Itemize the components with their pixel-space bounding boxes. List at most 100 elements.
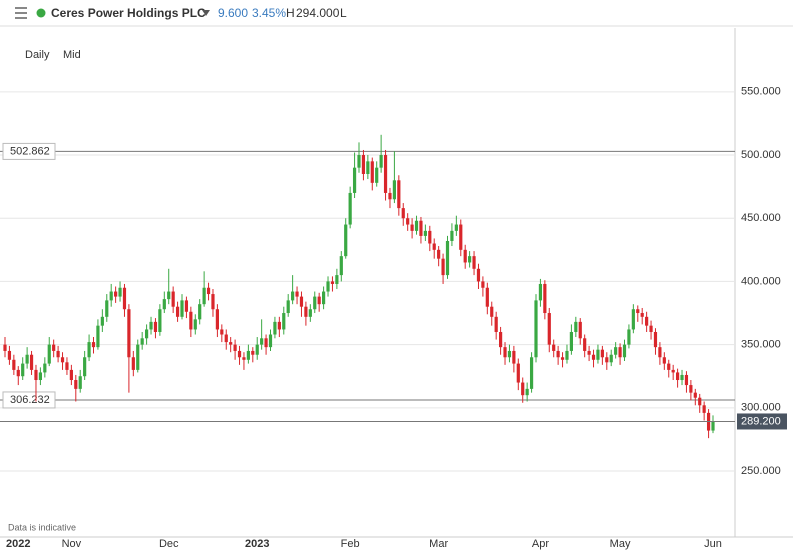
candle-body <box>432 243 436 250</box>
candle-body <box>614 347 618 355</box>
candle-body <box>282 313 286 330</box>
candle-body <box>171 291 175 307</box>
candle-body <box>667 363 671 370</box>
candle-body <box>105 300 109 317</box>
candle-body <box>291 291 295 301</box>
candle-body <box>83 357 87 377</box>
candle-body <box>136 344 140 370</box>
candle-body <box>689 385 693 393</box>
reference-label: 306.232 <box>10 394 50 406</box>
candle-body <box>237 350 242 358</box>
candle-body <box>25 354 29 364</box>
candle-body <box>211 294 215 310</box>
candle-body <box>56 350 60 358</box>
candle-body <box>21 363 25 377</box>
high-label: H <box>286 6 295 20</box>
candle-body <box>286 300 290 314</box>
x-tick-label: 2023 <box>245 538 269 550</box>
status-dot <box>36 8 46 18</box>
candle-body <box>304 306 308 317</box>
candle-body <box>543 283 547 314</box>
candle-body <box>158 309 162 332</box>
candle-body <box>109 291 113 301</box>
candle-body <box>574 321 578 332</box>
x-tick-label: Dec <box>159 538 179 550</box>
candle-body <box>503 347 507 358</box>
candle-body <box>499 331 503 348</box>
y-tick-label: 450.000 <box>741 212 781 224</box>
candle-body <box>268 334 273 348</box>
candle-body <box>7 350 12 360</box>
candle-body <box>383 155 388 193</box>
candle-body <box>578 321 582 339</box>
candle-body <box>255 344 259 355</box>
candle-body <box>534 300 538 358</box>
candle-body <box>481 281 485 288</box>
candle-body <box>649 325 653 332</box>
candle-body <box>361 155 366 174</box>
price-type[interactable]: Mid <box>63 49 81 61</box>
candle-body <box>565 350 569 360</box>
candle-body <box>414 220 419 231</box>
candle-body <box>529 357 534 389</box>
candle-body <box>702 405 706 413</box>
candle-body <box>87 342 91 358</box>
candle-body <box>410 224 414 231</box>
candle-body <box>330 281 335 284</box>
x-tick-label: May <box>610 538 631 550</box>
candle-body <box>600 349 604 358</box>
candle-body <box>512 350 516 364</box>
price-change-pct: 3.45% <box>252 6 286 20</box>
candle-body <box>38 372 42 381</box>
candle-body <box>215 309 219 330</box>
symbol-name[interactable]: Ceres Power Holdings PLC <box>51 6 206 20</box>
candle-body <box>180 300 184 317</box>
candle-body <box>295 291 299 297</box>
candle-body <box>264 338 268 348</box>
y-tick-label: 500.000 <box>741 149 781 161</box>
dropdown-arrow[interactable] <box>202 10 210 16</box>
reference-label-box <box>2 142 56 160</box>
high-value: 294.000 <box>296 6 340 20</box>
candle-body <box>299 296 304 307</box>
candle-body <box>352 167 357 193</box>
candle-body <box>317 296 321 305</box>
candle-body <box>118 287 122 297</box>
candle-body <box>193 319 197 330</box>
candle-body <box>145 329 149 339</box>
candle-body <box>60 357 65 363</box>
candle-body <box>322 291 326 305</box>
candle-body <box>441 258 445 276</box>
candle-body <box>100 316 104 326</box>
candle-body <box>671 369 675 373</box>
candle-body <box>34 369 38 381</box>
candle-body <box>454 224 458 231</box>
candle-body <box>618 347 622 358</box>
candle-body <box>308 309 312 317</box>
candle-body <box>140 338 144 345</box>
candle-body <box>569 331 573 351</box>
candle-body <box>640 313 644 317</box>
candle-body <box>645 316 649 326</box>
candle-body <box>419 220 423 236</box>
candle-body <box>273 321 277 335</box>
candle-body <box>556 350 560 358</box>
candle-body <box>348 192 352 225</box>
candle-body <box>29 354 34 370</box>
candle-body <box>220 329 224 335</box>
candle-body <box>437 249 441 259</box>
candle-body <box>149 321 153 330</box>
interval[interactable]: Daily <box>25 49 50 61</box>
menu-icon[interactable] <box>15 7 27 19</box>
candle-body <box>450 230 454 241</box>
candle-body <box>370 161 374 183</box>
candle-body <box>379 155 383 168</box>
candle-body <box>229 342 233 345</box>
candle-body <box>16 369 20 377</box>
candle-body <box>233 344 237 351</box>
candle-body <box>684 374 689 386</box>
candle-body <box>392 180 396 200</box>
candle-body <box>631 309 635 330</box>
